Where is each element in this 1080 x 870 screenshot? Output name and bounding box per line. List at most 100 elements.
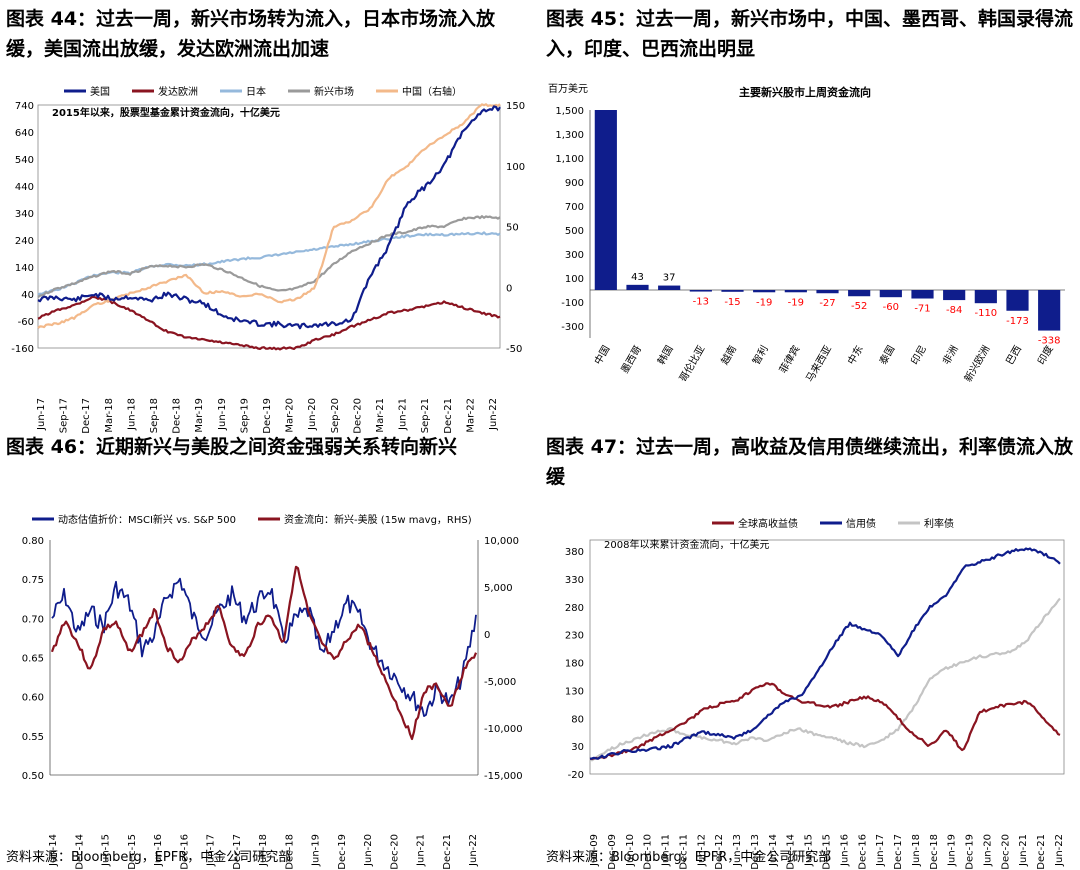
c47-series-line-1 xyxy=(589,547,1061,760)
c47-xtick-2: Jun-10 xyxy=(625,834,636,867)
c47-plot-frame xyxy=(589,539,1065,775)
c45-category-label-10: 印尼 xyxy=(909,344,929,367)
c47-xtick-15: Dec-16 xyxy=(857,834,868,870)
c47-ytick-4: 180 xyxy=(565,659,584,670)
c46-series-line-0 xyxy=(51,577,477,717)
c45-category-label-12: 新兴欧洲 xyxy=(961,343,992,384)
c46-xtick-4: Jun-16 xyxy=(153,834,164,867)
c44-xtick-3: Mar-18 xyxy=(104,398,115,433)
c46-xtick-7: Dec-17 xyxy=(232,834,243,870)
c46-xtick-6: Jun-17 xyxy=(206,834,217,867)
c45-bar-9 xyxy=(879,290,902,298)
c46-ytick-0: 0.50 xyxy=(22,771,44,782)
c44-series-line-4 xyxy=(37,103,501,329)
c47-ytick-1: 30 xyxy=(571,742,584,753)
c47-xtick-22: Jun-20 xyxy=(982,834,993,867)
c47-xtick-11: Dec-14 xyxy=(786,834,797,870)
c44-series-line-0 xyxy=(37,105,501,330)
c47-xtick-23: Dec-20 xyxy=(1000,834,1011,870)
c44-series-line-3 xyxy=(37,215,501,299)
c45-ytick-9: 1,500 xyxy=(555,106,584,117)
c47-series-line-0 xyxy=(589,682,1061,761)
c44-ytick-4: 240 xyxy=(15,236,34,247)
c45-category-label-11: 非洲 xyxy=(940,344,960,367)
c47-series-line-2 xyxy=(589,597,1061,762)
c44-legend-label-4: 中国（右轴） xyxy=(402,85,462,98)
c46-legend-label-1: 资金流向：新兴-美股 (15w mavg，RHS) xyxy=(284,513,472,526)
c45-bar-0 xyxy=(594,110,617,290)
c44-annotation: 2015年以来，股票型基金累计资金流向，十亿美元 xyxy=(52,106,280,119)
c46-xtick-12: Jun-20 xyxy=(363,834,374,867)
c47-xtick-13: Dec-15 xyxy=(822,834,833,870)
c47-xtick-9: Dec-13 xyxy=(750,834,761,870)
c46-xtick-1: Dec-14 xyxy=(74,834,85,870)
c46-xtick-0: Jun-14 xyxy=(48,834,59,867)
c44-y2tick-2: 50 xyxy=(506,223,519,234)
c47-xtick-16: Jun-17 xyxy=(875,834,886,867)
c47-xtick-14: Jun-16 xyxy=(839,834,850,867)
c44-ytick-2: 40 xyxy=(21,290,34,301)
c47-xtick-3: Dec-10 xyxy=(643,834,654,870)
c45-data-label-2: 37 xyxy=(663,273,676,284)
chart-44-title: 图表 44：过去一周，新兴市场转为流入，日本市场流入放缓，美国流出放缓，发达欧洲… xyxy=(6,8,496,60)
c44-xtick-11: Mar-20 xyxy=(285,398,296,433)
c45-data-label-8: -52 xyxy=(851,301,867,312)
c46-ytick-4: 0.70 xyxy=(22,614,44,625)
c45-category-label-1: 墨西哥 xyxy=(619,344,644,376)
c44-xtick-2: Dec-17 xyxy=(81,398,92,434)
c45-data-label-13: -173 xyxy=(1006,316,1029,327)
c46-xtick-2: Jun-15 xyxy=(101,834,112,867)
c45-bar-5 xyxy=(753,290,776,293)
c47-xtick-24: Jun-21 xyxy=(1018,834,1029,867)
c45-bar-3 xyxy=(689,290,712,292)
c45-category-label-5: 智利 xyxy=(750,343,771,367)
c45-category-label-2: 韩国 xyxy=(655,343,676,367)
c47-legend-label-1: 信用债 xyxy=(846,517,876,530)
c47-ytick-8: 380 xyxy=(565,547,584,558)
c44-xtick-6: Dec-18 xyxy=(172,398,183,434)
c44-xtick-8: Jun-19 xyxy=(217,398,228,431)
c44-y2tick-3: 100 xyxy=(506,162,525,173)
c46-xtick-5: Dec-16 xyxy=(179,834,190,870)
c47-xtick-17: Dec-17 xyxy=(893,834,904,870)
c47-ytick-7: 330 xyxy=(565,575,584,586)
c47-ytick-5: 230 xyxy=(565,631,584,642)
c45-data-label-6: -19 xyxy=(788,297,804,308)
c45-category-label-9: 泰国 xyxy=(876,343,897,367)
c46-xtick-9: Dec-18 xyxy=(284,834,295,870)
c45-ytick-5: 700 xyxy=(565,202,584,213)
c45-ytick-6: 900 xyxy=(565,178,584,189)
c47-ytick-0: -20 xyxy=(568,770,584,781)
c47-xtick-8: Jun-13 xyxy=(732,834,743,867)
c44-legend-label-2: 日本 xyxy=(246,85,266,98)
c47-legend-label-2: 利率债 xyxy=(924,517,954,530)
chart-45-title: 图表 45：过去一周，新兴市场中，中国、墨西哥、韩国录得流入，印度、巴西流出明显 xyxy=(546,8,1074,60)
c44-ytick-6: 440 xyxy=(15,182,34,193)
c44-xtick-15: Mar-21 xyxy=(375,398,386,433)
c46-y2tick-3: 0 xyxy=(484,630,490,641)
c46-series-line-1 xyxy=(50,565,478,741)
chart-46-title: 图表 46：近期新兴与美股之间资金强弱关系转向新兴 xyxy=(6,436,458,458)
source-right: 资料来源：Bloomberg，EPFR，中金公司研究部 xyxy=(546,850,832,865)
c44-ytick-8: 640 xyxy=(15,128,34,139)
c45-data-label-3: -13 xyxy=(693,297,709,308)
c45-category-label-0: 中国 xyxy=(591,343,612,367)
c45-ytick-3: 300 xyxy=(565,250,584,261)
c44-xtick-17: Sep-21 xyxy=(420,398,431,433)
c47-xtick-0: Jun-09 xyxy=(589,834,600,867)
c47-xtick-1: Dec-09 xyxy=(607,834,618,870)
c44-xtick-16: Jun-21 xyxy=(398,398,409,431)
c46-y2tick-1: -10,000 xyxy=(484,724,523,735)
c45-bar-7 xyxy=(816,290,839,294)
source-left: 资料来源：Bloomberg，EPFR，中金公司研究部 xyxy=(6,850,292,865)
c45-category-label-8: 中东 xyxy=(845,343,866,367)
c45-ytick-7: 1,100 xyxy=(555,154,584,165)
c45-bar-12 xyxy=(974,290,997,304)
c47-xtick-5: Dec-11 xyxy=(678,834,689,870)
c46-xtick-13: Dec-20 xyxy=(389,834,400,870)
c45-data-label-5: -19 xyxy=(756,297,772,308)
c44-ytick-1: -60 xyxy=(18,317,34,328)
c45-data-label-14: -338 xyxy=(1038,336,1061,347)
c44-xtick-4: Jun-18 xyxy=(126,398,137,431)
c45-bar-10 xyxy=(911,290,934,299)
